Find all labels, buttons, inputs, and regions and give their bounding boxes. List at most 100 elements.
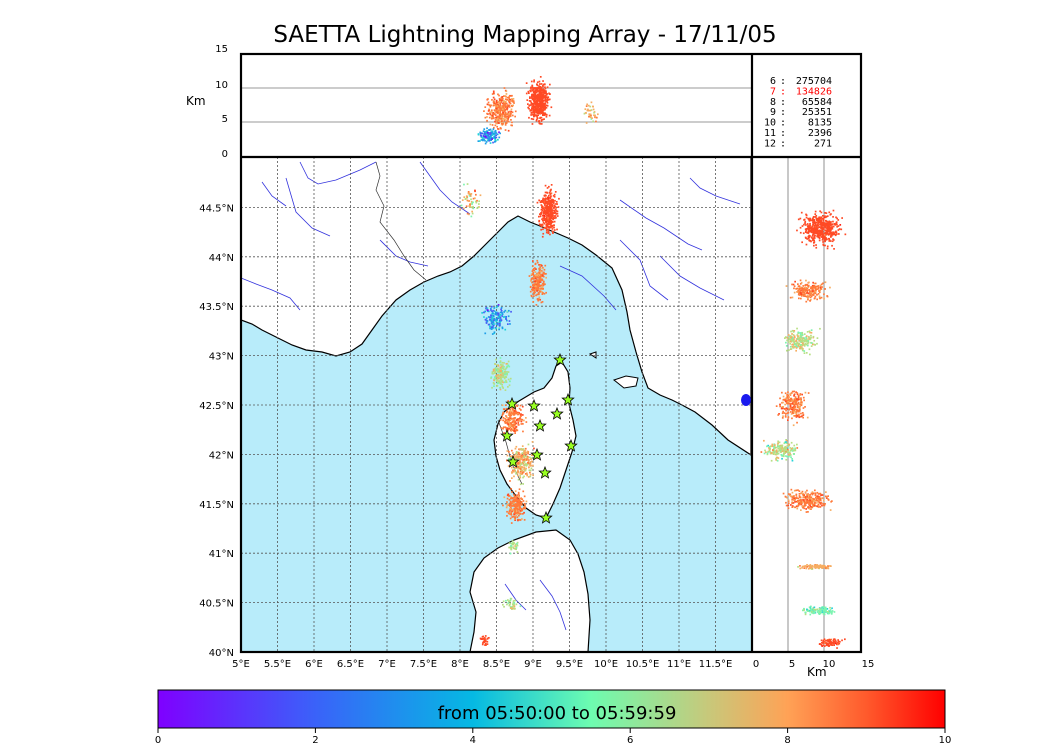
lightning-source: [791, 345, 794, 348]
lightning-source: [518, 453, 521, 456]
lightning-source: [530, 80, 533, 83]
lightning-source: [533, 115, 535, 118]
lightning-source: [796, 505, 799, 508]
lightning-source: [485, 133, 488, 136]
lightning-source: [818, 607, 821, 610]
lightning-source: [521, 470, 523, 473]
lightning-source: [498, 314, 501, 316]
lightning-source: [477, 133, 480, 136]
lightning-source: [502, 364, 504, 366]
lightning-source: [513, 603, 515, 606]
lightning-source: [509, 500, 512, 503]
lightning-source: [502, 372, 505, 375]
lightning-source: [501, 97, 503, 100]
lightning-source: [784, 408, 786, 410]
lightning-source: [495, 380, 498, 383]
lightning-source: [816, 288, 818, 290]
lightning-source: [504, 111, 507, 114]
station-count-value: 134826: [796, 86, 832, 97]
lightning-source: [826, 611, 829, 614]
lightning-source: [543, 217, 545, 220]
lightning-source: [785, 447, 787, 449]
lightning-source: [539, 298, 541, 301]
lightning-source: [818, 217, 821, 219]
lightning-source: [495, 99, 498, 102]
lightning-source: [495, 107, 498, 110]
lightning-source: [814, 290, 817, 293]
lightning-source: [518, 452, 520, 454]
lightning-source: [791, 506, 794, 508]
lightning-source: [525, 417, 527, 419]
lightning-source: [799, 339, 802, 341]
lightning-source: [512, 601, 515, 604]
lightning-source: [553, 207, 555, 209]
lightning-source: [817, 293, 820, 295]
lightning-source: [556, 203, 558, 205]
lightning-source: [483, 128, 486, 130]
lightning-source: [520, 448, 523, 450]
lightning-source: [546, 205, 549, 207]
lightning-source: [539, 201, 542, 203]
lightning-source: [807, 292, 810, 295]
lightning-source: [787, 391, 789, 394]
station-star-icon: [500, 428, 514, 442]
lightning-source: [493, 113, 496, 115]
lightning-source: [508, 421, 511, 424]
lightning-source: [812, 218, 814, 220]
lightning-source: [542, 111, 544, 114]
lightning-source: [492, 90, 495, 93]
altitude-tick-label: 5: [789, 659, 795, 670]
lightning-source: [808, 225, 810, 228]
lightning-source: [811, 568, 813, 570]
lightning-source: [809, 230, 812, 233]
lightning-source: [519, 416, 521, 419]
lightning-source: [515, 548, 517, 550]
lightning-source: [526, 459, 528, 461]
top-panel-gridlines: [241, 87, 751, 123]
lightning-source: [523, 475, 525, 478]
lightning-source: [546, 86, 549, 89]
lightning-source: [500, 375, 503, 378]
lightning-source: [465, 195, 468, 197]
lightning-source: [819, 232, 822, 235]
lightning-source: [832, 209, 835, 212]
lightning-source: [542, 284, 544, 287]
lightning-source: [801, 393, 803, 396]
lightning-source: [488, 129, 490, 131]
lightning-source: [806, 291, 809, 294]
lightning-source: [797, 395, 800, 398]
lightning-source: [801, 349, 804, 352]
lightning-source: [791, 400, 793, 402]
lightning-source: [548, 199, 550, 201]
lightning-source: [816, 611, 819, 613]
lightning-source: [504, 372, 506, 374]
lightning-source: [814, 223, 817, 226]
lightning-source: [542, 282, 545, 285]
lightning-source: [597, 113, 599, 116]
lightning-source: [518, 407, 521, 410]
lightning-source: [542, 275, 545, 278]
lightning-source: [517, 418, 520, 420]
lightning-source: [521, 445, 524, 447]
lightning-source: [507, 503, 509, 505]
lightning-source: [808, 236, 810, 239]
lightning-source: [825, 233, 828, 236]
lightning-source: [545, 114, 548, 116]
lightning-source: [818, 610, 821, 613]
lightning-source: [793, 489, 796, 492]
lightning-source: [548, 219, 551, 222]
lightning-source: [810, 329, 813, 331]
lightning-source: [489, 132, 491, 135]
lightning-source: [785, 440, 788, 442]
longitude-tick-label: 11°E: [667, 659, 691, 670]
lightning-source: [501, 116, 503, 118]
lightning-source: [804, 286, 807, 289]
station-count-label: 9: [770, 107, 776, 118]
lightning-source: [520, 510, 523, 512]
lightning-source: [794, 400, 796, 403]
lightning-source: [511, 543, 514, 546]
lightning-source: [464, 197, 467, 200]
lightning-source: [784, 496, 787, 498]
lightning-source: [781, 391, 783, 394]
lightning-source: [513, 493, 515, 496]
